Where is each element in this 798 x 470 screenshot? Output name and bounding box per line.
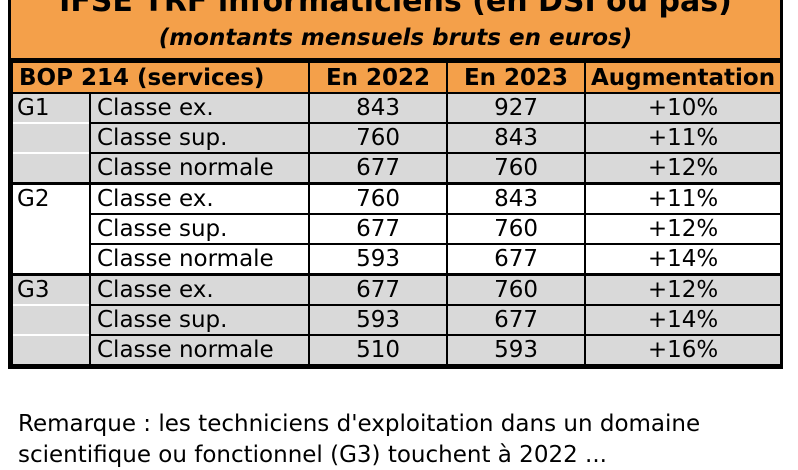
value-2022: 593 <box>308 304 449 336</box>
value-2022: 677 <box>308 213 449 245</box>
salary-table: BOP 214 (services) En 2022 En 2023 Augme… <box>10 61 783 366</box>
group-spacer <box>11 213 91 244</box>
classe-cell: Classe ex. <box>88 182 311 215</box>
value-2022: 677 <box>308 152 449 185</box>
remark-line-1: Remarque : les techniciens d'exploitatio… <box>18 411 701 437</box>
table-row: Classe sup. 677 760 +12% <box>11 213 783 245</box>
value-2023: 677 <box>446 243 587 276</box>
value-augmentation: +16% <box>584 334 783 366</box>
value-2023: 760 <box>446 213 587 245</box>
value-2022: 760 <box>308 182 449 215</box>
value-2023: 843 <box>446 122 587 154</box>
table-row: Classe normale 510 593 +16% <box>11 334 783 366</box>
value-augmentation: +11% <box>584 122 783 154</box>
value-2022: 677 <box>308 273 449 306</box>
value-2023: 843 <box>446 182 587 215</box>
group-spacer <box>11 152 91 185</box>
group-label: G3 <box>11 273 91 305</box>
table-row: Classe normale 677 760 +12% <box>11 152 783 185</box>
value-2023: 760 <box>446 273 587 306</box>
classe-cell: Classe normale <box>88 334 311 366</box>
table-row: G2 Classe ex. 760 843 +11% <box>11 182 783 215</box>
classe-cell: Classe sup. <box>88 122 311 154</box>
remark-line-2: scientifique ou fonctionnel (G3) touchen… <box>18 442 607 468</box>
table-row: G3 Classe ex. 677 760 +12% <box>11 273 783 306</box>
ifse-table-sheet: IFSE TRF informaticiens (en DSI ou pas) … <box>8 0 783 369</box>
table-row: Classe sup. 760 843 +11% <box>11 122 783 154</box>
header-2023: En 2023 <box>446 61 587 94</box>
group-spacer <box>11 304 91 335</box>
table-row: G1 Classe ex. 843 927 +10% <box>11 92 783 124</box>
group-label: G1 <box>11 92 91 123</box>
value-2023: 593 <box>446 334 587 366</box>
value-2023: 677 <box>446 304 587 336</box>
header-2022: En 2022 <box>308 61 449 94</box>
classe-cell: Classe ex. <box>88 273 311 306</box>
value-augmentation: +11% <box>584 182 783 215</box>
value-augmentation: +14% <box>584 304 783 336</box>
group-spacer <box>11 243 91 276</box>
title-block: IFSE TRF informaticiens (en DSI ou pas) … <box>11 0 780 61</box>
header-row: BOP 214 (services) En 2022 En 2023 Augme… <box>10 61 783 94</box>
value-2022: 593 <box>308 243 449 276</box>
header-bop: BOP 214 (services) <box>10 61 311 94</box>
table-row: Classe sup. 593 677 +14% <box>11 304 783 336</box>
value-augmentation: +10% <box>584 92 783 124</box>
value-augmentation: +12% <box>584 152 783 185</box>
group-spacer <box>11 334 91 366</box>
value-2022: 760 <box>308 122 449 154</box>
header-augmentation: Augmentation <box>584 61 783 94</box>
table-subtitle: (montants mensuels bruts en euros) <box>158 25 633 51</box>
classe-cell: Classe ex. <box>88 92 311 124</box>
classe-cell: Classe normale <box>88 152 311 185</box>
classe-cell: Classe normale <box>88 243 311 276</box>
table-title: IFSE TRF informaticiens (en DSI ou pas) <box>59 0 732 19</box>
value-2022: 510 <box>308 334 449 366</box>
value-augmentation: +12% <box>584 273 783 306</box>
value-2023: 927 <box>446 92 587 124</box>
classe-cell: Classe sup. <box>88 213 311 245</box>
group-spacer <box>11 122 91 153</box>
group-label: G2 <box>11 182 91 214</box>
value-augmentation: +12% <box>584 213 783 245</box>
value-2022: 843 <box>308 92 449 124</box>
value-2023: 760 <box>446 152 587 185</box>
table-row: Classe normale 593 677 +14% <box>11 243 783 276</box>
classe-cell: Classe sup. <box>88 304 311 336</box>
value-augmentation: +14% <box>584 243 783 276</box>
